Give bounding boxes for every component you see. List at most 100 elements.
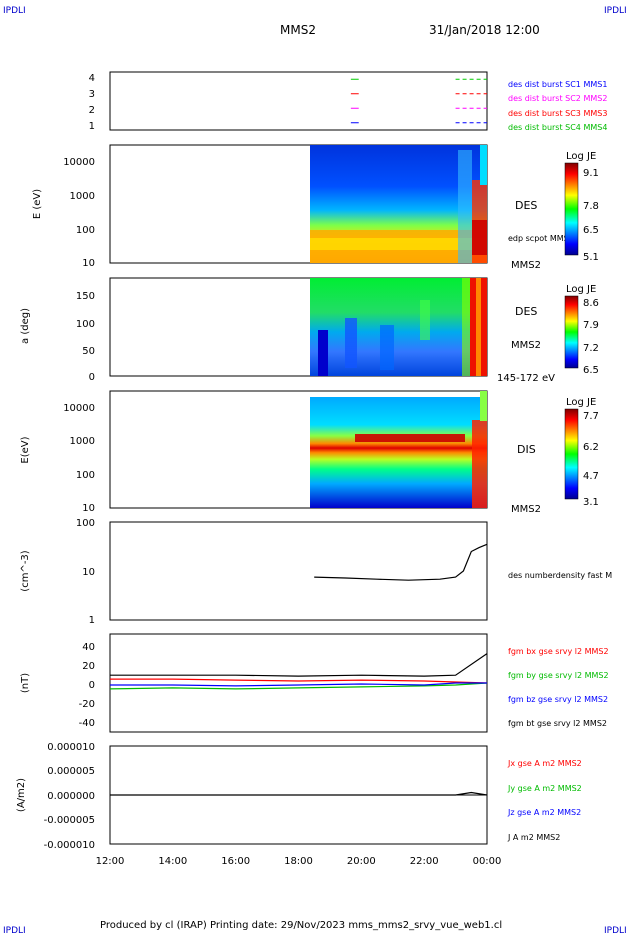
avail-legend-mms2: des dist burst SC2 MMS2 xyxy=(508,94,607,103)
dis-energy-cbar-tick-2: 4.7 xyxy=(583,471,599,482)
current-series xyxy=(110,791,488,796)
current-legend-jx: Jx gse A m2 MMS2 xyxy=(507,759,582,768)
des-energy-cbar-tick-3: 5.1 xyxy=(583,252,599,263)
avail-ytick-2: 2 xyxy=(89,105,95,116)
xtick-label: 18:00 xyxy=(284,856,313,867)
des-energy-ylabel: E (eV) xyxy=(32,189,43,219)
density-ylabel: (cm^-3) xyxy=(20,550,31,591)
des-energy-cbar-tick-1: 7.8 xyxy=(583,201,599,212)
current-legend-jy: Jy gse A m2 MMS2 xyxy=(507,784,582,793)
panel-density: (cm^-3) 100 10 1 des numberdensity fast … xyxy=(20,518,612,626)
corner-logo-bl: IPDLI xyxy=(3,926,26,934)
avail-legend-mms3: des dist burst SC3 MMS3 xyxy=(508,109,607,118)
xtick-label: 12:00 xyxy=(96,856,125,867)
current-ytick-0: 0.000010 xyxy=(47,742,95,753)
des-pitch-ytick-150: 150 xyxy=(76,291,95,302)
des-energy-probe: MMS2 xyxy=(511,260,541,271)
current-ylabel: (A/m2) xyxy=(16,778,27,812)
series-line xyxy=(314,543,488,581)
des-pitch-cbar-title: Log JE xyxy=(566,284,596,295)
des-pitch-range: 145-172 eV xyxy=(497,373,555,384)
bfield-legend-bt: fgm bt gse srvy l2 MMS2 xyxy=(508,719,607,728)
time-axis: 12:00 14:00 16:00 18:00 20:00 22:00 00:00 xyxy=(96,856,502,867)
des-energy-cbar-tick-0: 9.1 xyxy=(583,168,599,179)
bfield-series xyxy=(109,653,488,690)
bfield-ytick-m20: -20 xyxy=(79,699,95,710)
dis-energy-spectrogram xyxy=(310,391,487,508)
xtick-label: 00:00 xyxy=(473,856,502,867)
current-ytick-1: 0.000005 xyxy=(47,766,95,777)
dis-energy-label: DIS xyxy=(517,443,536,456)
bfield-ytick-40: 40 xyxy=(82,642,95,653)
corner-logo-tr: IPDLI xyxy=(604,6,627,16)
des-pitch-cbar-tick-1: 7.9 xyxy=(583,320,599,331)
dis-energy-ytick-10000: 10000 xyxy=(63,403,95,414)
des-pitch-ytick-100: 100 xyxy=(76,319,95,330)
series-line xyxy=(109,682,488,690)
bfield-legend-bx: fgm bx gse srvy l2 MMS2 xyxy=(508,647,609,656)
xtick-label: 22:00 xyxy=(410,856,439,867)
series-line xyxy=(110,678,488,684)
dis-energy-ylabel: E(eV) xyxy=(20,436,31,463)
panel-dis-energy: E(eV) 10000 1000 100 10 DIS MMS2 Log JE … xyxy=(20,390,599,515)
des-energy-ytick-10: 10 xyxy=(82,258,95,269)
panel-current: (A/m2) 0.000010 0.000005 0.000000 -0.000… xyxy=(16,742,582,851)
dis-energy-ytick-100: 100 xyxy=(76,470,95,481)
bfield-ytick-m40: -40 xyxy=(79,718,95,729)
current-ytick-2: 0.000000 xyxy=(47,791,95,802)
dis-energy-probe: MMS2 xyxy=(511,504,541,515)
bfield-ylabel: (nT) xyxy=(20,673,31,693)
panel-des-energy: E (eV) 10000 1000 100 10 DES edp scpot M… xyxy=(32,144,599,271)
density-ytick-10: 10 xyxy=(82,567,95,578)
availability-marks xyxy=(350,78,487,124)
density-ytick-100: 100 xyxy=(76,518,95,529)
current-legend-jz: Jz gse A m2 MMS2 xyxy=(507,808,581,817)
des-energy-note: edp scpot MMS2 xyxy=(508,234,574,243)
density-legend: des numberdensity fast M xyxy=(508,571,612,580)
des-energy-cbar-tick-2: 6.5 xyxy=(583,225,599,236)
bfield-legend-by: fgm by gse srvy l2 MMS2 xyxy=(508,671,609,680)
des-pitch-ytick-50: 50 xyxy=(82,346,95,357)
current-ytick-4: -0.000010 xyxy=(44,840,95,851)
des-pitch-ylabel: a (deg) xyxy=(20,308,31,344)
footer-text: Produced by cl (IRAP) Printing date: 29/… xyxy=(100,920,502,931)
xtick-label: 14:00 xyxy=(158,856,187,867)
des-energy-ytick-1000: 1000 xyxy=(70,191,95,202)
xtick-label: 16:00 xyxy=(221,856,250,867)
current-ytick-3: -0.000005 xyxy=(44,815,95,826)
des-energy-ytick-10000: 10000 xyxy=(63,157,95,168)
panel-availability: 4 3 2 1 des dist burst SC1 MMS1 des dist… xyxy=(89,71,607,132)
series-line xyxy=(110,791,488,796)
des-energy-colorbar: Log JE 9.1 7.8 6.5 5.1 xyxy=(564,151,599,263)
dis-energy-ytick-10: 10 xyxy=(82,503,95,514)
panel-bfield: (nT) 40 20 0 -20 -40 fgm bx gse srvy l2 … xyxy=(20,633,609,733)
avail-legend-mms4: des dist burst SC4 MMS4 xyxy=(508,123,607,132)
series-line xyxy=(110,653,488,677)
des-pitch-colorbar: Log JE 8.6 7.9 7.2 6.5 xyxy=(564,284,599,376)
dis-energy-ytick-1000: 1000 xyxy=(70,436,95,447)
dis-energy-cbar-tick-0: 7.7 xyxy=(583,411,599,422)
des-energy-cbar-title: Log JE xyxy=(566,151,596,162)
des-pitch-cbar-tick-0: 8.6 xyxy=(583,298,599,309)
dis-energy-cbar-tick-3: 3.1 xyxy=(583,497,599,508)
des-pitch-label: DES xyxy=(515,305,537,318)
series-line xyxy=(110,682,487,687)
bfield-ytick-20: 20 xyxy=(82,661,95,672)
des-pitch-probe: MMS2 xyxy=(511,340,541,351)
des-pitch-ytick-0: 0 xyxy=(89,372,95,383)
des-energy-spectrogram xyxy=(310,145,487,263)
current-legend-j: J A m2 MMS2 xyxy=(507,833,560,842)
avail-legend-mms1: des dist burst SC1 MMS1 xyxy=(508,80,607,89)
corner-logo-br: IPDLI xyxy=(604,926,627,934)
bfield-ytick-0: 0 xyxy=(89,680,95,691)
dis-energy-cbar-tick-1: 6.2 xyxy=(583,442,599,453)
des-pitch-spectrogram xyxy=(310,278,487,376)
des-energy-ytick-100: 100 xyxy=(76,225,95,236)
des-pitch-cbar-tick-3: 6.5 xyxy=(583,365,599,376)
des-energy-label: DES xyxy=(515,199,537,212)
density-series xyxy=(314,543,488,581)
plot-title: MMS2 xyxy=(280,23,316,37)
avail-ytick-3: 3 xyxy=(89,89,95,100)
